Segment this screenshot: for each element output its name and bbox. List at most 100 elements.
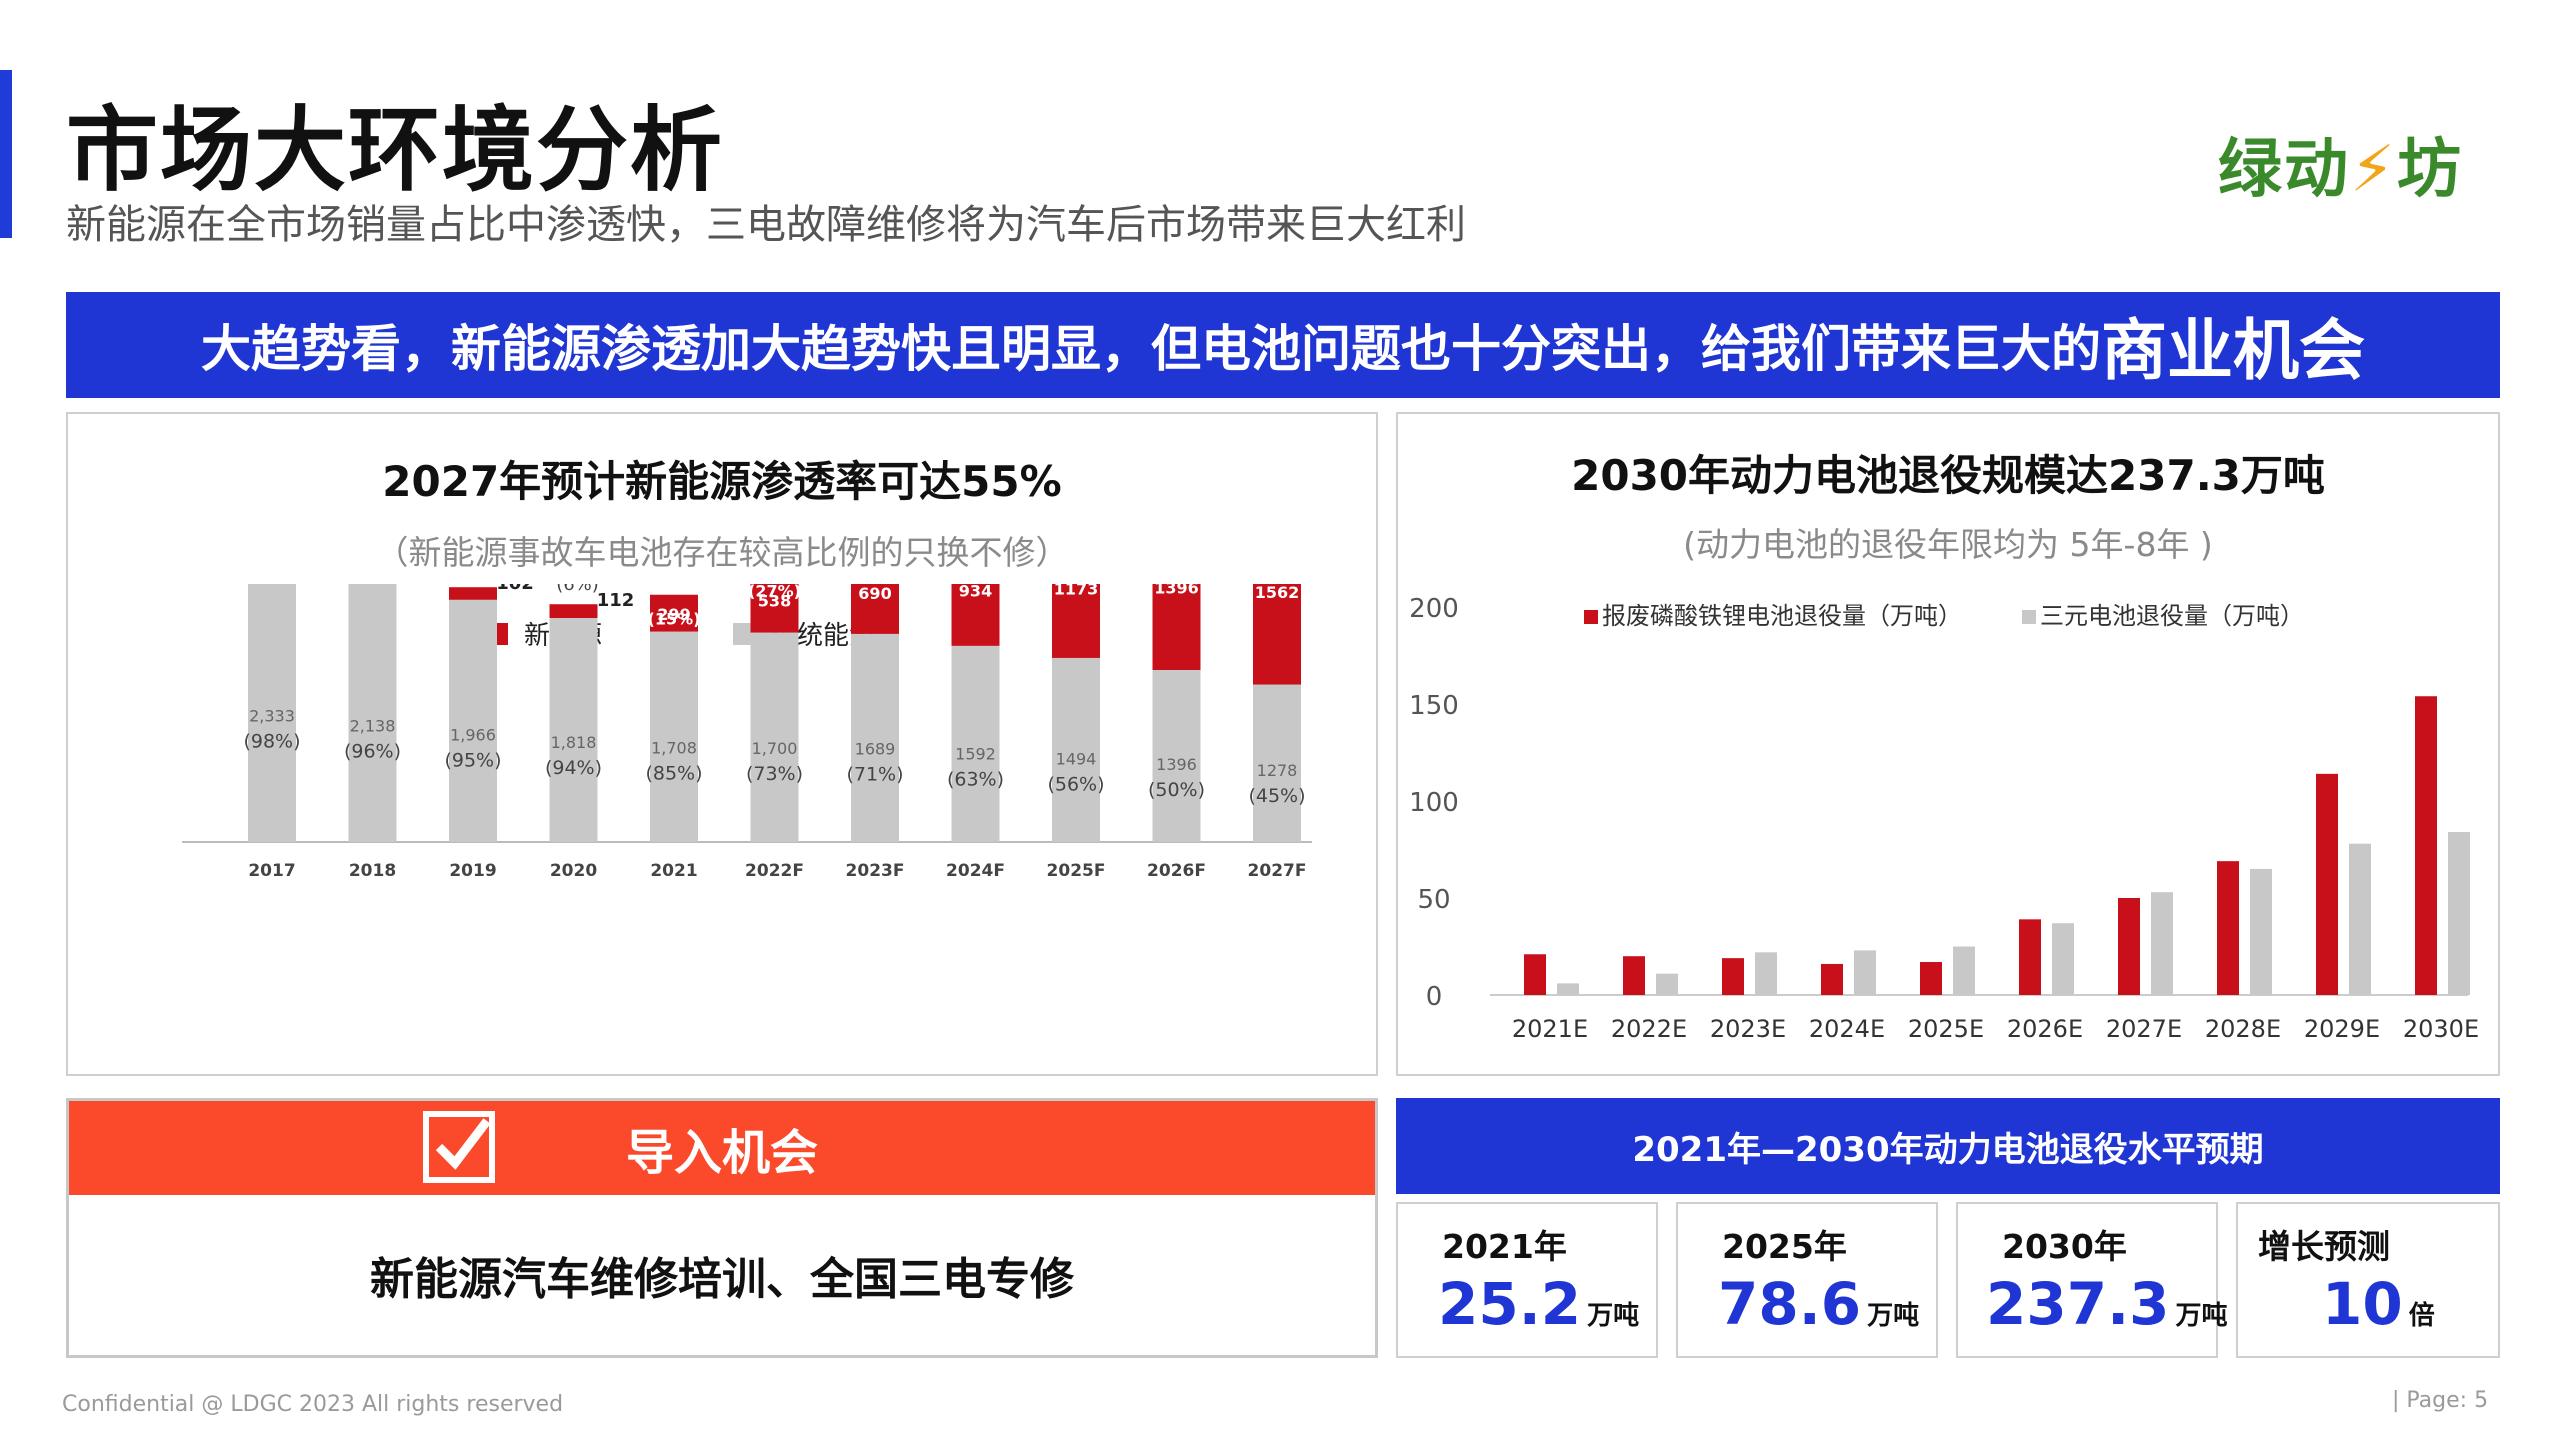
label-traditional-value: 1278: [1257, 761, 1298, 780]
x-tick-label: 2020: [550, 861, 597, 881]
label-traditional-value: 2,333: [249, 706, 295, 725]
bar-traditional-2027F: [1253, 684, 1301, 842]
bar-traditional-2023F: [851, 633, 899, 842]
opportunity-box: 导入机会 新能源汽车维修培训、全国三电专修: [66, 1098, 1378, 1358]
legend-ternary: 三元电池退役量（万吨）: [2040, 602, 2304, 630]
y-tick-label: 200: [1409, 594, 1459, 624]
bar-lfp-2028E: [2217, 861, 2239, 995]
label-new-energy-pct: (27%): [748, 584, 801, 600]
stat-card-2030: 2030年 237.3 万吨: [1956, 1202, 2227, 1358]
x-tick-label: 2021: [650, 861, 697, 881]
accent-bar: [0, 70, 12, 238]
opportunity-title: 导入机会: [625, 1125, 818, 1181]
label-new-energy-value: 299: [657, 605, 690, 624]
x-tick-label: 2025F: [1047, 861, 1106, 881]
x-tick-label: 2027F: [1248, 861, 1307, 881]
stat-value: 10 倍: [2322, 1270, 2435, 1338]
x-tick-label: 2019: [449, 861, 496, 881]
bar-new-energy-2020: [549, 604, 598, 619]
x-tick-label: 2026E: [2007, 1015, 2083, 1043]
footer-page: | Page: 5: [2392, 1388, 2489, 1413]
stat-card-2025: 2025年 78.6 万吨: [1676, 1202, 1938, 1358]
checkbox-icon: [423, 1111, 495, 1183]
bar-traditional-2019: [449, 599, 497, 842]
label-traditional-pct: (50%): [1148, 779, 1205, 801]
label-traditional-pct: (95%): [444, 749, 501, 771]
stat-label: 增长预测: [2258, 1227, 2390, 1266]
opportunity-text: 新能源汽车维修培训、全国三电专修: [370, 1254, 1074, 1305]
label-traditional-value: 1689: [855, 740, 896, 759]
bar-new-energy-2021: [650, 594, 698, 632]
bar-lfp-2027E: [2118, 898, 2140, 995]
y-tick-label: 100: [1409, 788, 1459, 818]
label-new-energy-value: 690: [858, 584, 891, 603]
label-traditional-value: 1396: [1156, 755, 1197, 774]
bar-ternary-2027E: [2151, 892, 2173, 995]
label-traditional-pct: (94%): [545, 757, 602, 779]
retirement-chart: 0 50 100 150 200 报废磷酸铁锂电池退役量（万吨） 三元电池退役量（万吨） 20…: [1409, 594, 2479, 1043]
label-traditional-value: 1,818: [551, 733, 597, 752]
banner-text: 大趋势看，新能源渗透加大趋势快且明显，但电池问题也十分突出，给我们带来巨大的: [201, 320, 2101, 378]
stat-card-2021: 2021年 25.2 万吨: [1396, 1202, 1658, 1358]
bar-ternary-2024E: [1854, 950, 1876, 995]
x-tick-label: 2028E: [2205, 1015, 2281, 1043]
banner-emphasis: 商业机会: [2101, 312, 2365, 389]
forecast-header: 2021年—2030年动力电池退役水平预期: [1396, 1098, 2500, 1194]
bar-new-energy-2019: [449, 587, 497, 600]
bar-traditional-2018: [348, 584, 397, 842]
penetration-subtitle: （新能源事故车电池存在较高比例的只换不修）: [375, 533, 1069, 572]
label-traditional-pct: (98%): [243, 730, 300, 752]
stat-label: 2021年: [1442, 1227, 1567, 1266]
label-traditional-pct: (71%): [846, 764, 903, 786]
label-traditional-pct: (63%): [947, 769, 1004, 791]
logo-text-1: 绿动: [2218, 133, 2350, 207]
legend-swatch-traditional: [733, 623, 755, 645]
y-tick-label: 150: [1409, 691, 1459, 721]
bar-ternary-2029E: [2349, 843, 2371, 995]
bar-new-energy-2025F: [1052, 584, 1100, 658]
label-traditional-value: 1592: [955, 745, 996, 764]
y-tick-label: 50: [1417, 885, 1450, 915]
label-new-energy-pct: (6%): [556, 584, 599, 595]
label-new-energy-value: 102: [496, 584, 534, 594]
x-tick-label: 2021E: [1512, 1015, 1588, 1043]
bar-ternary-2023E: [1755, 952, 1777, 995]
bar-ternary-2026E: [2052, 923, 2074, 995]
x-tick-label: 2025E: [1908, 1015, 1984, 1043]
legend-swatch-lfp: [1584, 610, 1598, 624]
logo: 绿动⚡坊: [2218, 118, 2463, 210]
x-tick-label: 2017: [248, 861, 295, 881]
legend-lfp: 报废磷酸铁锂电池退役量（万吨）: [1602, 602, 1962, 630]
bar-lfp-2022E: [1623, 956, 1645, 995]
bar-traditional-2017: [248, 584, 296, 842]
headline-banner: 大趋势看，新能源渗透加大趋势快且明显，但电池问题也十分突出，给我们带来巨大的 商业…: [66, 292, 2500, 398]
label-traditional-pct: (45%): [1248, 785, 1305, 807]
label-new-energy-value: 934: [959, 584, 992, 601]
stat-value: 78.6 万吨: [1718, 1270, 1920, 1338]
logo-text-2: 坊: [2396, 133, 2463, 207]
bar-traditional-2024F: [951, 645, 1000, 842]
stat-label: 2030年: [2002, 1227, 2127, 1266]
legend-swatch-ternary: [2022, 610, 2036, 624]
bar-ternary-2022E: [1656, 973, 1678, 995]
x-tick-label: 2027E: [2106, 1015, 2182, 1043]
stat-value: 237.3 万吨: [1986, 1270, 2228, 1338]
bar-lfp-2026E: [2019, 919, 2041, 995]
x-tick-label: 2023E: [1710, 1015, 1786, 1043]
label-new-energy-value: 1173: [1054, 584, 1099, 599]
page-subtitle: 新能源在全市场销量占比中渗透快，三电故障维修将为汽车后市场带来巨大红利: [66, 202, 1466, 248]
label-new-energy-pct: (15%): [648, 610, 701, 629]
label-traditional-value: 1494: [1056, 750, 1097, 769]
retirement-panel: 2030年动力电池退役规模达237.3万吨 (动力电池的退役年限均为 5年-8年…: [1396, 412, 2500, 1076]
retirement-title: 2030年动力电池退役规模达237.3万吨: [1571, 451, 2325, 500]
label-traditional-value: 1,708: [651, 739, 697, 758]
label-traditional-pct: (56%): [1047, 774, 1104, 796]
x-tick-label: 2026F: [1147, 861, 1206, 881]
bar-ternary-2021E: [1557, 983, 1579, 995]
label-traditional-pct: (73%): [746, 763, 803, 785]
bar-new-energy-2027F: [1253, 584, 1301, 685]
label-traditional-value: 1,966: [450, 725, 496, 744]
bar-new-energy-2022F: [750, 584, 799, 633]
bar-lfp-2024E: [1821, 963, 1843, 995]
x-tick-label: 2018: [349, 861, 396, 881]
